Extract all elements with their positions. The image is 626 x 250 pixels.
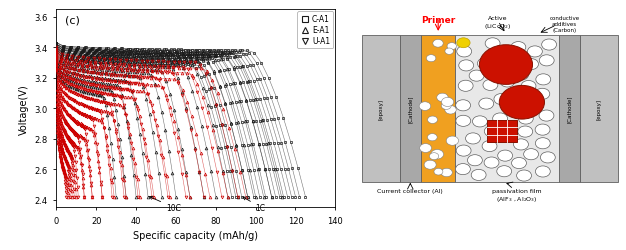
Circle shape (469, 71, 484, 82)
Circle shape (445, 49, 453, 55)
Circle shape (511, 42, 526, 54)
Circle shape (494, 94, 509, 105)
Circle shape (447, 44, 456, 51)
Circle shape (419, 144, 431, 153)
Bar (559, 36, 580, 182)
Circle shape (456, 146, 471, 156)
Circle shape (497, 60, 512, 72)
Circle shape (536, 74, 551, 86)
Bar (580, 36, 618, 182)
Circle shape (456, 116, 471, 127)
Text: Primer: Primer (421, 16, 455, 25)
Circle shape (456, 100, 471, 112)
Circle shape (514, 70, 529, 81)
Bar (362, 36, 399, 182)
Circle shape (459, 60, 474, 72)
Circle shape (511, 158, 526, 169)
Text: Current collector (Al): Current collector (Al) (377, 188, 443, 193)
Bar (488, 120, 516, 142)
Circle shape (479, 99, 494, 110)
Circle shape (501, 126, 516, 137)
Circle shape (480, 46, 533, 85)
Circle shape (466, 133, 480, 144)
Legend: C-A1, E-A1, U-A1: C-A1, E-A1, U-A1 (297, 12, 333, 49)
Circle shape (535, 124, 550, 136)
Circle shape (523, 59, 538, 70)
Circle shape (510, 90, 525, 101)
Circle shape (428, 116, 438, 124)
Circle shape (523, 149, 538, 160)
Text: 1C: 1C (243, 197, 265, 212)
Circle shape (428, 134, 437, 141)
Circle shape (528, 47, 542, 58)
Text: 10C: 10C (150, 197, 181, 212)
Text: [Cathode]: [Cathode] (408, 95, 413, 122)
Circle shape (518, 126, 533, 138)
Circle shape (500, 86, 545, 120)
Circle shape (497, 166, 511, 177)
Y-axis label: Voltage(V): Voltage(V) (19, 84, 29, 134)
Circle shape (471, 170, 486, 181)
Bar (456, 36, 559, 182)
Circle shape (445, 106, 456, 114)
Circle shape (468, 155, 483, 166)
Circle shape (539, 56, 554, 67)
Circle shape (431, 150, 444, 159)
Bar (421, 36, 456, 182)
Circle shape (535, 89, 550, 100)
Circle shape (498, 150, 513, 162)
Circle shape (516, 170, 531, 181)
Text: passivation film
(AlF$_3$ , Al$_2$O$_3$): passivation film (AlF$_3$ , Al$_2$O$_3$) (492, 188, 541, 203)
Circle shape (493, 114, 508, 124)
Text: Active
(LiCoO$_2$): Active (LiCoO$_2$) (484, 16, 512, 31)
Circle shape (458, 81, 473, 92)
Circle shape (521, 101, 536, 112)
Circle shape (535, 166, 550, 177)
X-axis label: Specific capacity (mAh/g): Specific capacity (mAh/g) (133, 230, 259, 240)
Circle shape (473, 116, 488, 128)
Circle shape (429, 153, 439, 160)
Text: [epoxy]: [epoxy] (597, 98, 602, 119)
Circle shape (505, 105, 520, 116)
Circle shape (485, 39, 500, 50)
Circle shape (441, 169, 453, 177)
Text: (c): (c) (64, 16, 80, 26)
Circle shape (483, 80, 498, 91)
Circle shape (434, 169, 443, 175)
Bar (399, 36, 421, 182)
Circle shape (456, 164, 470, 175)
Circle shape (419, 102, 431, 111)
Circle shape (539, 110, 554, 122)
Circle shape (457, 39, 470, 48)
Circle shape (485, 126, 499, 137)
Circle shape (500, 76, 515, 88)
Text: [Cathode]: [Cathode] (567, 95, 572, 122)
Circle shape (426, 56, 436, 62)
Circle shape (441, 98, 454, 107)
Circle shape (457, 47, 471, 58)
Circle shape (441, 102, 451, 110)
Circle shape (540, 152, 555, 163)
Circle shape (437, 94, 448, 102)
Circle shape (478, 59, 492, 70)
Circle shape (541, 40, 557, 51)
Circle shape (446, 136, 459, 146)
Circle shape (482, 141, 497, 152)
Circle shape (433, 40, 443, 48)
Circle shape (518, 114, 533, 124)
Circle shape (424, 160, 436, 170)
Circle shape (521, 81, 536, 92)
Circle shape (484, 157, 499, 168)
Text: [epoxy]: [epoxy] (379, 98, 384, 119)
Text: conductive
additives
(Carbon): conductive additives (Carbon) (550, 16, 580, 32)
Circle shape (535, 138, 550, 149)
Circle shape (513, 139, 528, 150)
